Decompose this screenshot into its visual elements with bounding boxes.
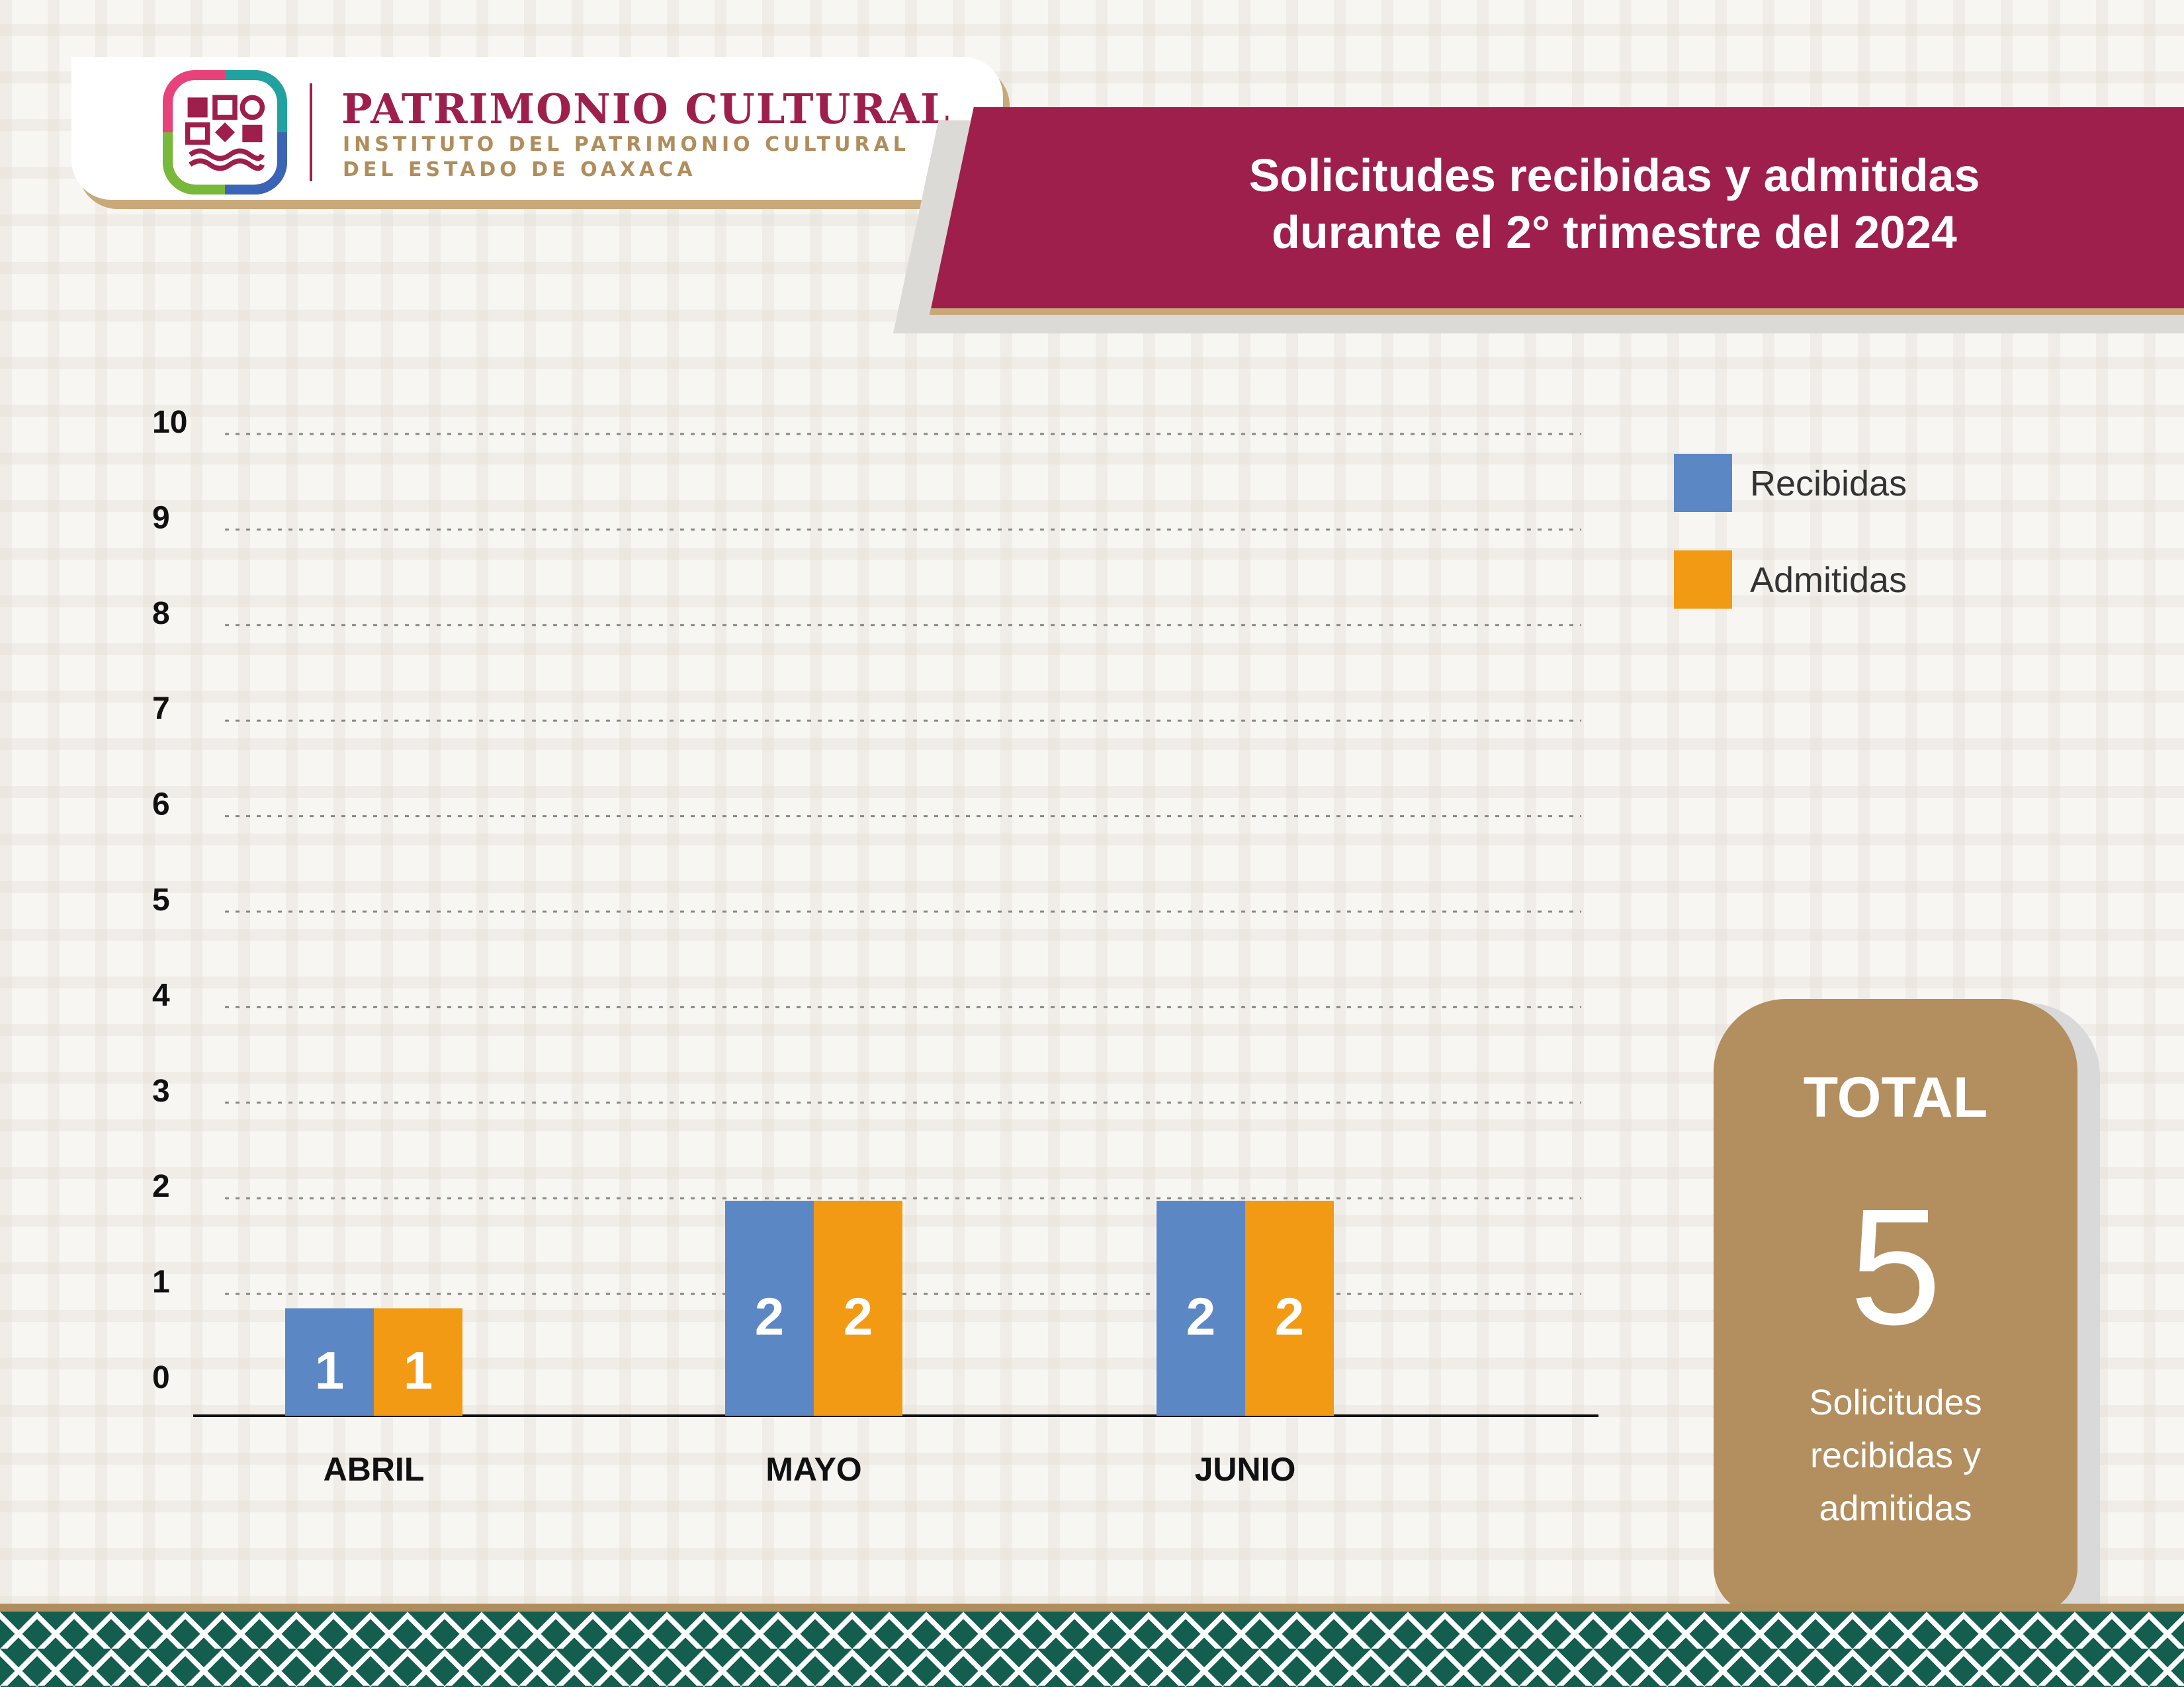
data-label-recibidas-junio: 2 <box>1186 1287 1216 1346</box>
org-subtitle-line2: DEL ESTADO DE OAXACA <box>343 158 697 181</box>
data-label-recibidas-abril: 1 <box>315 1341 345 1400</box>
bar-recibidas-mayo <box>725 1201 814 1416</box>
org-title: PATRIMONIO CULTURAL <box>341 85 951 133</box>
total-value: 5 <box>1849 1174 1942 1359</box>
y-tick-label-9: 9 <box>152 500 170 535</box>
data-label-admitidas-junio: 2 <box>1275 1287 1305 1346</box>
y-tick-label-1: 1 <box>152 1265 170 1300</box>
data-label-recibidas-mayo: 2 <box>755 1287 785 1346</box>
bar-admitidas-mayo <box>814 1201 902 1416</box>
total-caption: Solicitudes recibidas y admitidas <box>1809 1383 1982 1528</box>
y-tick-label-3: 3 <box>152 1074 170 1109</box>
total-label: TOTAL <box>1803 1066 1988 1129</box>
org-subtitle-line1: INSTITUTO DEL PATRIMONIO CULTURAL <box>343 133 910 156</box>
chart-title: Solicitudes recibidas y admitidas durant… <box>1164 147 2064 261</box>
y-tick-label-10: 10 <box>152 405 187 440</box>
institution-logo <box>163 70 287 195</box>
legend-swatch-admitidas <box>1674 550 1732 609</box>
logo-divider <box>310 83 312 181</box>
bottom-pattern-band <box>0 1612 2184 1687</box>
y-tick-label-4: 4 <box>152 978 170 1013</box>
legend-swatch-recibidas <box>1674 454 1732 512</box>
chart-title-line1: Solicitudes recibidas y admitidas <box>1248 150 1980 201</box>
bar-recibidas-junio <box>1157 1201 1245 1416</box>
bar-recibidas-abril <box>285 1308 374 1416</box>
org-subtitle: INSTITUTO DEL PATRIMONIO CULTURAL DEL ES… <box>343 132 910 183</box>
data-label-admitidas-abril: 1 <box>404 1341 433 1400</box>
x-tick-label-abril: ABRIL <box>324 1451 425 1488</box>
data-label-admitidas-mayo: 2 <box>844 1287 873 1346</box>
y-tick-label-2: 2 <box>152 1169 170 1204</box>
y-tick-label-5: 5 <box>152 883 170 918</box>
logo-card: PATRIMONIO CULTURAL INSTITUTO DEL PATRIM… <box>71 57 1003 200</box>
bar-admitidas-abril <box>374 1308 462 1416</box>
x-tick-label-junio: JUNIO <box>1195 1451 1296 1488</box>
bottom-gold-line <box>0 1604 2184 1612</box>
x-tick-label-mayo: MAYO <box>765 1451 861 1488</box>
legend-label-admitidas: Admitidas <box>1750 560 1907 600</box>
y-tick-label-7: 7 <box>152 691 170 726</box>
y-tick-label-6: 6 <box>152 787 170 822</box>
legend-label-recibidas: Recibidas <box>1750 464 1907 503</box>
total-card: TOTAL 5 Solicitudes recibidas y admitida… <box>1714 999 2077 1614</box>
y-tick-label-0: 0 <box>152 1360 170 1395</box>
bar-admitidas-junio <box>1245 1201 1334 1416</box>
y-tick-label-8: 8 <box>152 596 170 631</box>
chart-title-line2: durante el 2° trimestre del 2024 <box>1272 206 1957 258</box>
